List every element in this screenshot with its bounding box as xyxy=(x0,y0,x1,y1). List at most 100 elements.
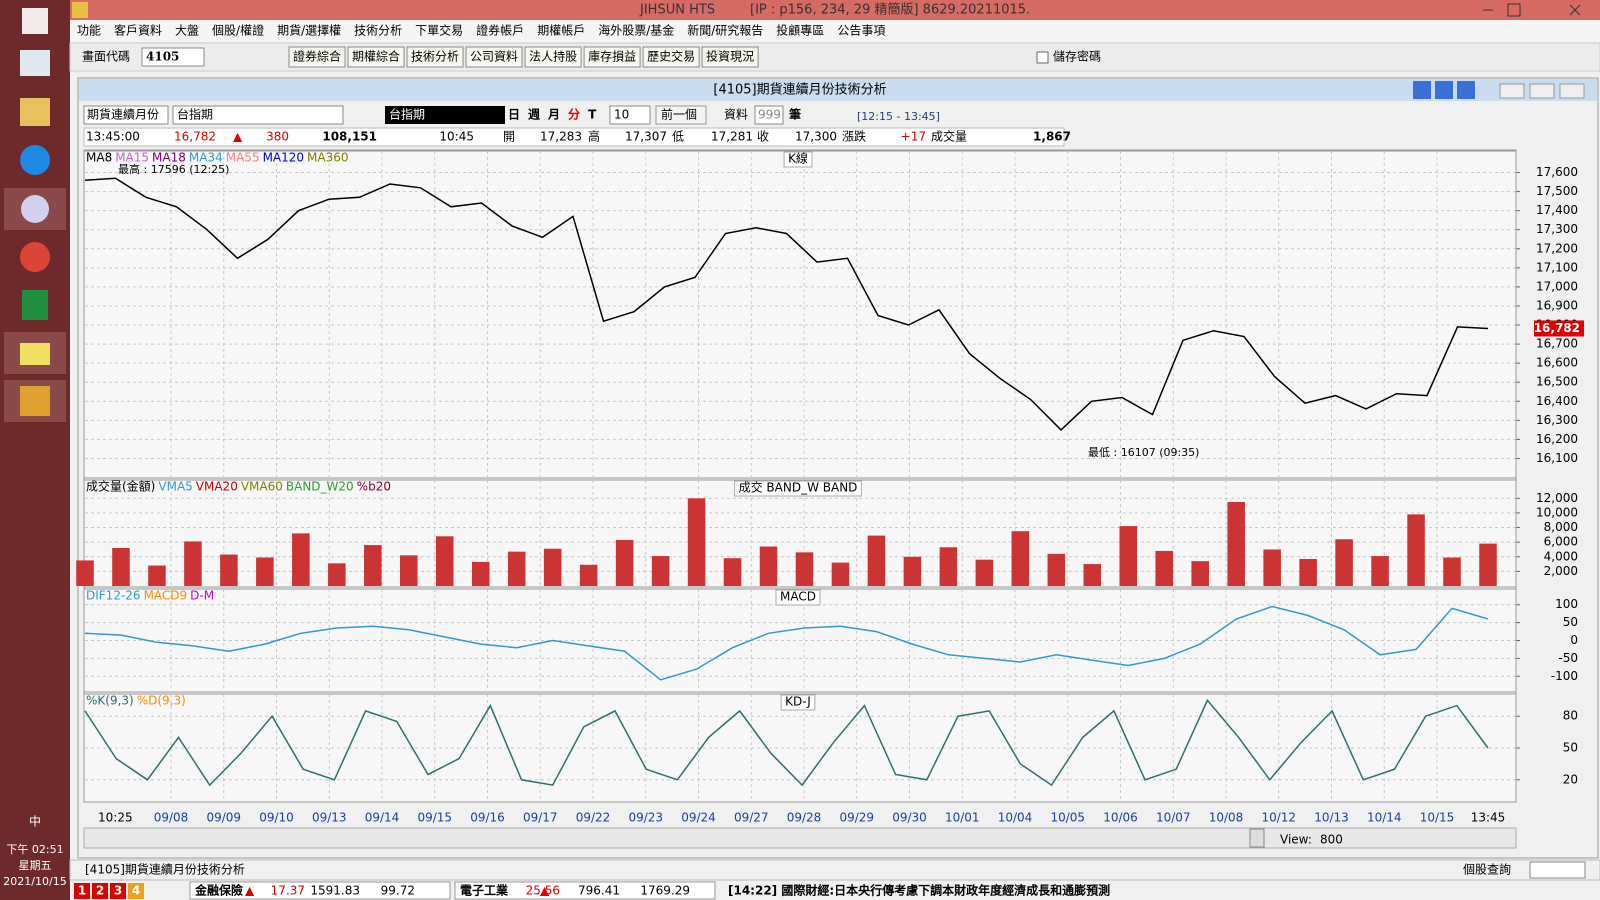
prev-label[interactable]: 前一個 xyxy=(661,107,697,122)
product-input[interactable] xyxy=(172,105,344,125)
toolbar-button[interactable] xyxy=(701,46,759,68)
menu-item[interactable]: 期貨/選擇權 xyxy=(277,23,341,38)
toolbar-button-label[interactable]: 證券綜合 xyxy=(293,49,341,64)
menu-item[interactable]: 大盤 xyxy=(175,24,199,38)
y-tick-label: 100 xyxy=(1555,597,1578,611)
panel-title-box xyxy=(783,151,813,168)
y-tick-label: 20 xyxy=(1563,772,1578,786)
page-tab[interactable] xyxy=(92,883,108,899)
legend-item: MA55 xyxy=(226,151,260,165)
scroll-thumb[interactable] xyxy=(1249,828,1265,848)
restore-button[interactable] xyxy=(1529,83,1555,99)
toolbar-button[interactable] xyxy=(583,46,641,68)
window-button[interactable] xyxy=(1435,81,1453,99)
product-type[interactable]: 期貨連續月份 xyxy=(87,107,159,122)
period-button[interactable]: T xyxy=(588,108,597,122)
checkbox[interactable] xyxy=(1036,51,1049,64)
period-button[interactable]: 月 xyxy=(547,108,560,122)
minimize-button[interactable] xyxy=(1499,83,1525,99)
period-button[interactable]: 分 xyxy=(568,107,580,122)
app-icon[interactable] xyxy=(20,98,50,126)
menu-item[interactable]: 新聞/研究報告 xyxy=(687,23,763,38)
x-tick-label: 09/17 xyxy=(523,811,558,825)
app-icon[interactable] xyxy=(20,343,50,365)
y-tick-label: 10,000 xyxy=(1536,505,1578,519)
toolbar-button[interactable] xyxy=(288,46,346,68)
scroll-bar[interactable] xyxy=(83,827,1517,849)
app-icon[interactable] xyxy=(20,242,50,272)
volume-bar xyxy=(1155,550,1173,586)
page-tab[interactable] xyxy=(74,883,90,899)
window-button[interactable] xyxy=(1457,81,1475,99)
toolbar-button[interactable] xyxy=(642,46,700,68)
x-tick-label: 10/14 xyxy=(1367,811,1402,825)
toolbar-button-label[interactable]: 公司資料 xyxy=(470,50,518,64)
quote-bar-time: 10:45 xyxy=(439,130,474,144)
product[interactable]: 台指期 xyxy=(177,107,213,122)
menu-item[interactable]: 個股/權證 xyxy=(212,23,264,38)
menu-item[interactable]: 公告事項 xyxy=(837,24,885,38)
menu-item[interactable]: 期權帳戶 xyxy=(537,24,585,38)
period-button[interactable]: 週 xyxy=(528,107,540,122)
quote-volume: 108,151 xyxy=(322,130,377,144)
news: [14:22] 國際財經:日本央行傳考慮下調本財政年度經濟成長和通膨預測 xyxy=(728,883,1110,898)
page-number[interactable]: 1 xyxy=(78,884,86,898)
toolbar-button[interactable] xyxy=(347,46,405,68)
status-tab[interactable]: [4105]期貨連續月份技術分析 xyxy=(85,862,245,877)
page-number[interactable]: 4 xyxy=(132,884,140,898)
page-number[interactable]: 3 xyxy=(114,884,122,898)
restore-button[interactable] xyxy=(1507,3,1521,17)
app-icon[interactable] xyxy=(22,290,48,320)
stock-query[interactable]: 個股查詢 xyxy=(1463,862,1511,877)
legend-item: MA120 xyxy=(263,151,304,165)
toolbar-button-label[interactable]: 期權綜合 xyxy=(352,49,400,64)
panel xyxy=(83,150,1517,479)
query-input[interactable] xyxy=(1529,861,1586,879)
menu-item[interactable]: 技術分析 xyxy=(354,24,402,38)
app-icon[interactable] xyxy=(20,50,50,76)
page-tab[interactable] xyxy=(110,883,126,899)
close-button[interactable] xyxy=(1559,83,1585,99)
ime[interactable]: 中 xyxy=(29,814,41,829)
menu-item[interactable]: 客戶資料 xyxy=(114,23,162,38)
symbol-box xyxy=(385,106,505,124)
last-price-label: 16,782 xyxy=(1534,321,1580,335)
menu-item[interactable]: 下單交易 xyxy=(415,23,463,38)
menu-item[interactable]: 證券帳戶 xyxy=(476,23,524,38)
toolbar-button-label[interactable]: 法人持股 xyxy=(529,49,577,64)
app-icon[interactable] xyxy=(21,195,49,223)
page-number[interactable]: 2 xyxy=(96,884,104,898)
dropdown[interactable] xyxy=(83,105,169,125)
toolbar-button-label[interactable]: 投資現況 xyxy=(706,49,754,64)
toolbar-button-label[interactable]: 技術分析 xyxy=(411,50,459,64)
period-button[interactable]: 日 xyxy=(508,108,520,122)
toolbar-button[interactable] xyxy=(406,46,464,68)
toolbar-button[interactable] xyxy=(524,46,582,68)
start-button[interactable] xyxy=(22,8,48,34)
menu-item[interactable]: 投顧專區 xyxy=(776,23,824,38)
window-button[interactable] xyxy=(1413,81,1431,99)
menu-item[interactable]: 海外股票/基金 xyxy=(598,23,674,38)
app-logo xyxy=(72,2,88,18)
x-tick-label: 09/08 xyxy=(154,811,189,825)
code-input[interactable] xyxy=(141,47,205,67)
volume-bar xyxy=(364,545,382,586)
menu-item[interactable]: 功能 xyxy=(77,24,101,38)
prev-button[interactable] xyxy=(655,105,707,125)
taskbar xyxy=(0,0,70,900)
toolbar-button[interactable] xyxy=(465,46,523,68)
close-button[interactable] xyxy=(1569,4,1581,16)
page-tab[interactable] xyxy=(128,883,144,899)
quote-change: 380 xyxy=(266,130,289,144)
app-icon[interactable] xyxy=(20,145,50,175)
y-tick-label: 17,500 xyxy=(1536,184,1578,198)
x-tick-label: 09/29 xyxy=(839,811,874,825)
interval[interactable]: 10 xyxy=(614,108,629,122)
app-icon[interactable] xyxy=(20,386,50,416)
code-value[interactable]: 4105 xyxy=(146,50,179,64)
y-tick-label: 17,400 xyxy=(1536,203,1578,217)
toolbar-button-label[interactable]: 歷史交易 xyxy=(647,49,695,64)
interval-select[interactable] xyxy=(609,105,651,125)
toolbar-button-label[interactable]: 庫存損益 xyxy=(588,49,636,64)
